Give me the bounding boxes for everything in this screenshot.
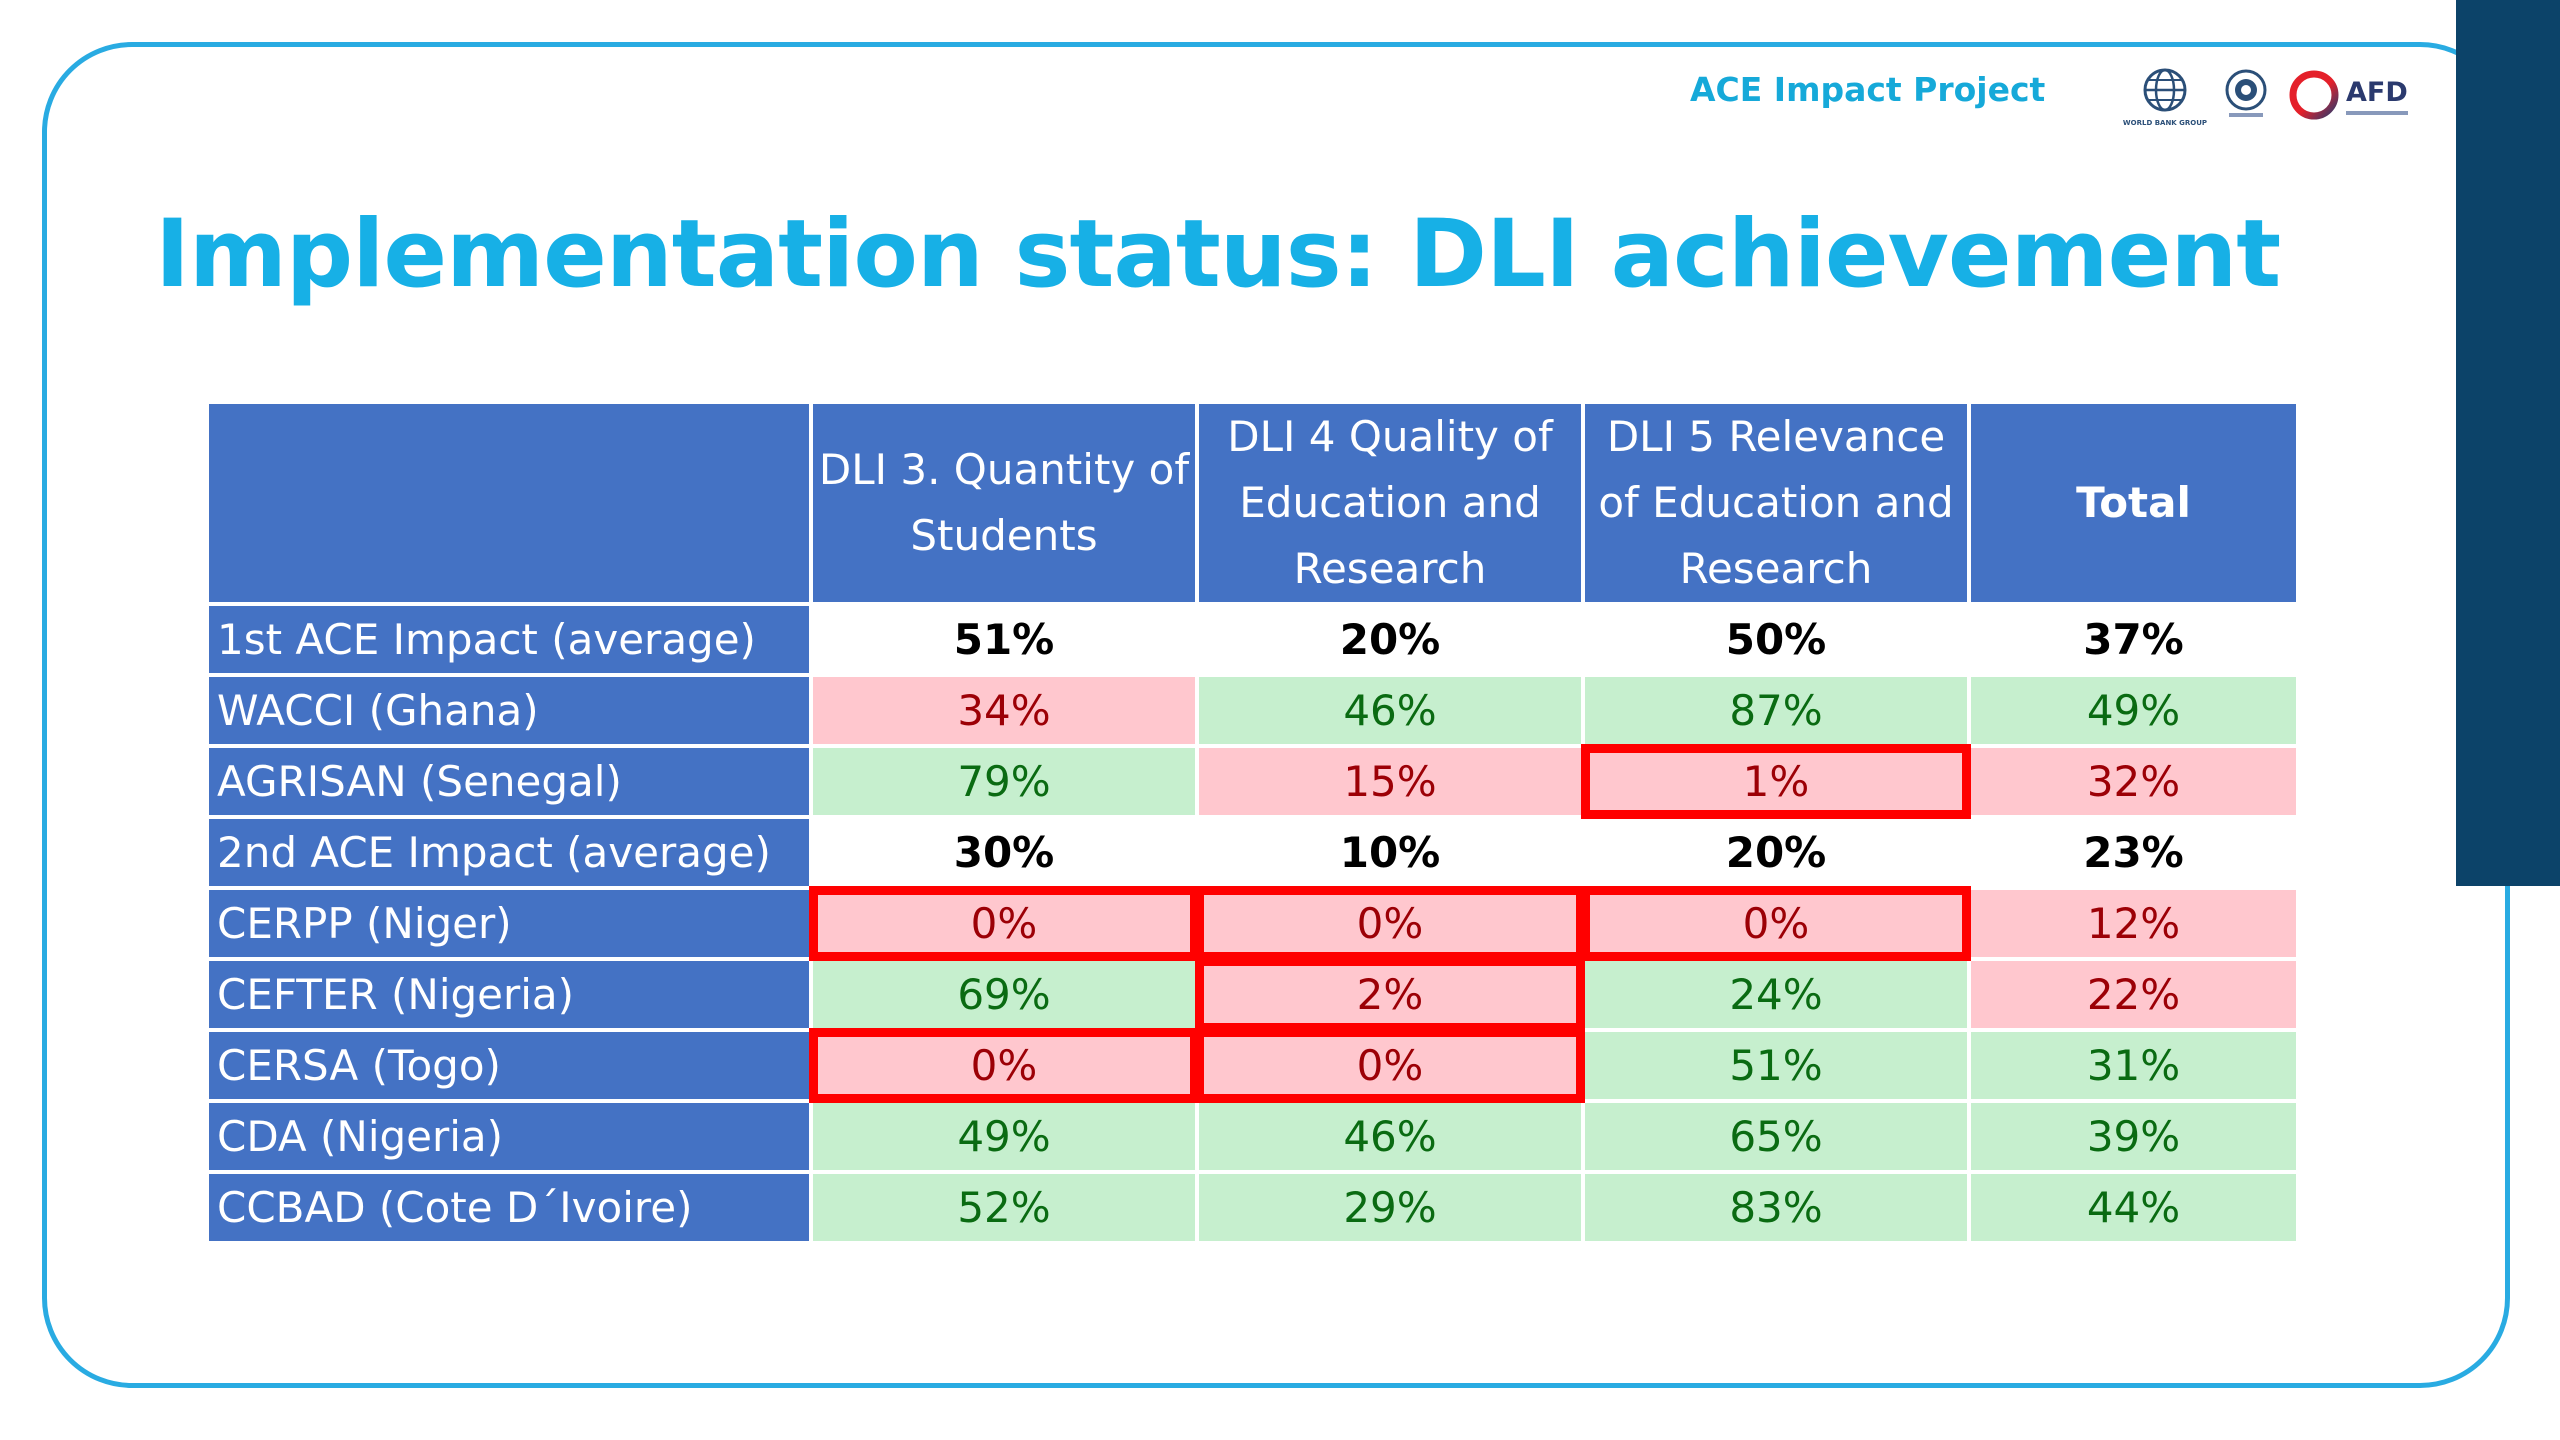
value-cell: 32%	[1971, 748, 2296, 815]
value-cell: 12%	[1971, 890, 2296, 957]
table-row: 2nd ACE Impact (average) 30% 10% 20% 23%	[209, 819, 2296, 886]
value-cell: 83%	[1585, 1174, 1967, 1241]
flagged-value-cell: 2%	[1195, 957, 1585, 1032]
value-cell: 51%	[1585, 1032, 1967, 1099]
value-cell: 49%	[813, 1103, 1195, 1170]
afd-text: AFD	[2346, 77, 2408, 108]
value-cell: 10%	[1199, 819, 1581, 886]
afd-logo: AFD	[2287, 68, 2408, 126]
association-seal-icon	[2223, 68, 2269, 126]
value-cell: 23%	[1971, 819, 2296, 886]
flagged-value-cell: 1%	[1581, 744, 1971, 819]
project-label: ACE Impact Project	[1690, 70, 2046, 109]
row-label: WACCI (Ghana)	[209, 677, 809, 744]
afd-wordmark: AFD	[2346, 79, 2408, 115]
value-cell: 34%	[813, 677, 1195, 744]
row-label: CEFTER (Nigeria)	[209, 961, 809, 1028]
value-cell: 65%	[1585, 1103, 1967, 1170]
value-cell: 22%	[1971, 961, 2296, 1028]
flagged-value-cell: 0%	[1195, 1028, 1585, 1103]
value-cell: 15%	[1199, 748, 1581, 815]
header-cell-dli3: DLI 3. Quantity of Students	[813, 404, 1195, 602]
row-label: 1st ACE Impact (average)	[209, 606, 809, 673]
table-row: CERPP (Niger) 0% 0% 0% 12%	[209, 886, 2296, 961]
table-row: CEFTER (Nigeria) 69% 2% 24% 22%	[209, 957, 2296, 1032]
dli-table-container: DLI 3. Quantity of Students DLI 4 Qualit…	[205, 400, 2300, 1245]
table-row: CDA (Nigeria) 49% 46% 65% 39%	[209, 1103, 2296, 1170]
header-cell-dli5: DLI 5 Relevance of Education and Researc…	[1585, 404, 1967, 602]
value-cell: 50%	[1585, 606, 1967, 673]
row-label: 2nd ACE Impact (average)	[209, 819, 809, 886]
row-label: CERSA (Togo)	[209, 1032, 809, 1099]
partner-logos: WORLD BANK GROUP	[2122, 62, 2408, 132]
value-cell: 46%	[1199, 1103, 1581, 1170]
table-body: 1st ACE Impact (average) 51% 20% 50% 37% WACC…	[209, 606, 2296, 1241]
flagged-value-cell: 0%	[1581, 886, 1971, 961]
row-label: CDA (Nigeria)	[209, 1103, 809, 1170]
table-row: CCBAD (Cote D´Ivoire) 52% 29% 83% 44%	[209, 1174, 2296, 1241]
row-label: AGRISAN (Senegal)	[209, 748, 809, 815]
value-cell: 87%	[1585, 677, 1967, 744]
world-bank-globe-icon	[2142, 67, 2188, 117]
value-cell: 44%	[1971, 1174, 2296, 1241]
value-cell: 20%	[1199, 606, 1581, 673]
header-cell-total: Total	[1971, 404, 2296, 602]
table-row: 1st ACE Impact (average) 51% 20% 50% 37%	[209, 606, 2296, 673]
flagged-value-cell: 0%	[809, 1028, 1199, 1103]
dli-achievement-table: DLI 3. Quantity of Students DLI 4 Qualit…	[205, 400, 2300, 1245]
value-cell: 49%	[1971, 677, 2296, 744]
flagged-value-cell: 0%	[1195, 886, 1585, 961]
value-cell: 30%	[813, 819, 1195, 886]
slide-title: Implementation status: DLI achievement	[155, 200, 2281, 309]
value-cell: 39%	[1971, 1103, 2296, 1170]
table-header-row: DLI 3. Quantity of Students DLI 4 Qualit…	[209, 404, 2296, 602]
value-cell: 31%	[1971, 1032, 2296, 1099]
side-accent-bar	[2456, 0, 2560, 886]
value-cell: 24%	[1585, 961, 1967, 1028]
flagged-value-cell: 0%	[809, 886, 1199, 961]
row-label: CCBAD (Cote D´Ivoire)	[209, 1174, 809, 1241]
value-cell: 79%	[813, 748, 1195, 815]
afd-ring-icon	[2287, 68, 2341, 126]
value-cell: 20%	[1585, 819, 1967, 886]
value-cell: 52%	[813, 1174, 1195, 1241]
header-cell-empty	[209, 404, 809, 602]
world-bank-logo: WORLD BANK GROUP	[2122, 67, 2208, 127]
table-row: AGRISAN (Senegal) 79% 15% 1% 32%	[209, 744, 2296, 819]
header-cell-dli4: DLI 4 Quality of Education and Research	[1199, 404, 1581, 602]
association-seal-logo	[2219, 68, 2273, 126]
table-row: CERSA (Togo) 0% 0% 51% 31%	[209, 1028, 2296, 1103]
afd-tagline-lines	[2346, 111, 2408, 115]
value-cell: 46%	[1199, 677, 1581, 744]
world-bank-caption: WORLD BANK GROUP	[2122, 119, 2208, 127]
value-cell: 29%	[1199, 1174, 1581, 1241]
value-cell: 51%	[813, 606, 1195, 673]
value-cell: 37%	[1971, 606, 2296, 673]
table-row: WACCI (Ghana) 34% 46% 87% 49%	[209, 677, 2296, 744]
value-cell: 69%	[813, 961, 1195, 1028]
row-label: CERPP (Niger)	[209, 890, 809, 957]
